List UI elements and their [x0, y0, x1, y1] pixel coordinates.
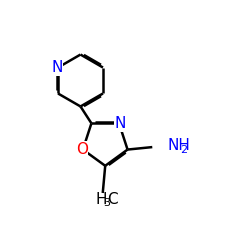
Text: N: N: [114, 116, 126, 131]
Text: H: H: [96, 192, 107, 207]
Text: C: C: [107, 192, 118, 207]
Text: 2: 2: [180, 145, 187, 155]
Text: 3: 3: [104, 198, 110, 208]
Text: O: O: [76, 142, 88, 157]
Text: N: N: [51, 60, 62, 75]
Text: NH: NH: [168, 138, 190, 153]
